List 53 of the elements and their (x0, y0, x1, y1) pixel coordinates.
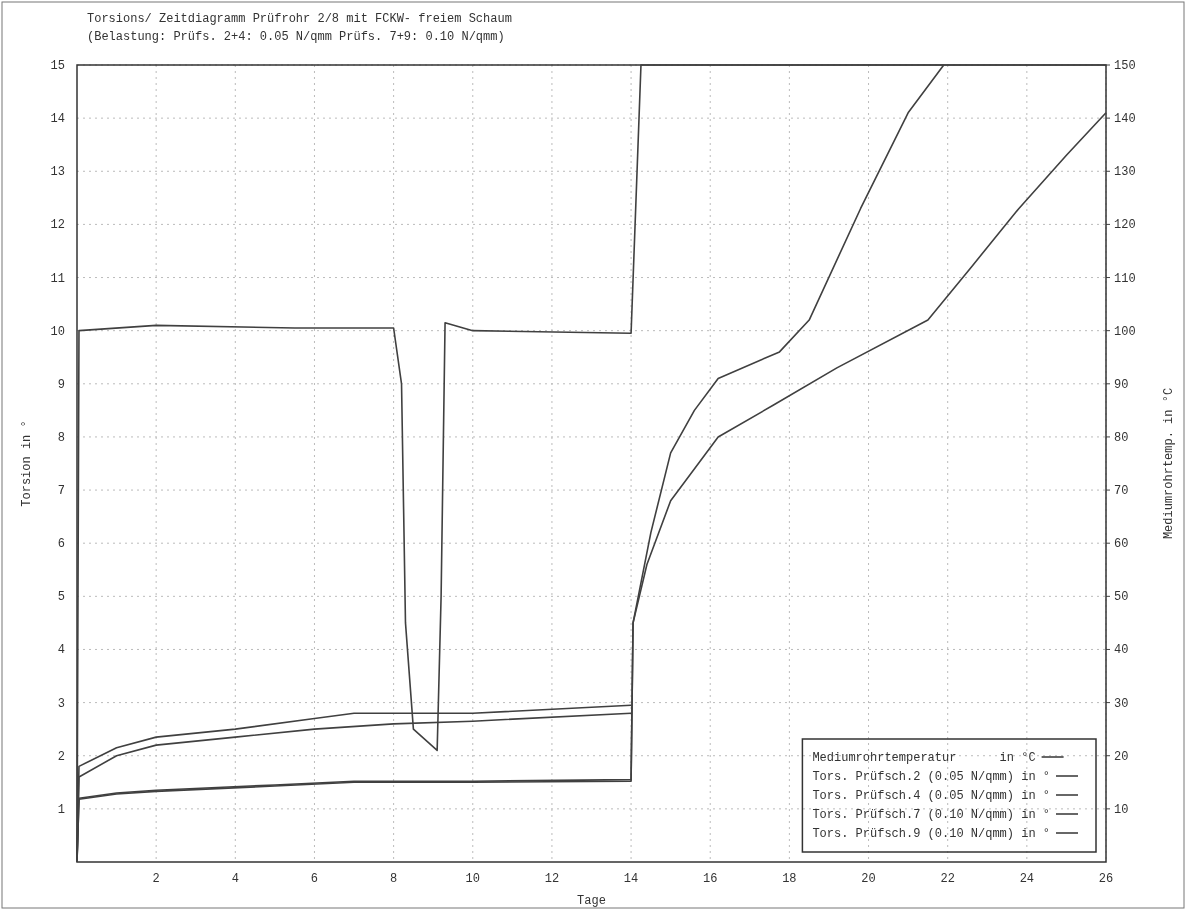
y-tick-label: 3 (57, 696, 65, 711)
y-tick-label: 1 (57, 802, 65, 817)
y2-tick-label: 10 (1114, 802, 1129, 817)
x-tick-label: 14 (623, 872, 639, 886)
y-tick-label: 10 (50, 324, 65, 339)
x-tick-label: 22 (940, 872, 955, 886)
y2-tick-label: 110 (1114, 271, 1136, 286)
x-tick-label: 6 (310, 872, 319, 886)
x-tick-label: 16 (703, 872, 718, 886)
y2-tick-label: 150 (1114, 59, 1136, 73)
x-tick-label: 18 (782, 872, 797, 886)
chart-subtitle: (Belastung: Prüfs. 2+4: 0.05 N/qmm Prüfs. 7+9: 0.10 N/qmm) (87, 30, 505, 44)
x-tick-label: 20 (861, 872, 876, 886)
y-tick-label: 6 (57, 537, 65, 552)
y2-axis-title: Mediumrohrtemp. in °C (1162, 387, 1176, 540)
y2-tick-label: 80 (1114, 430, 1129, 445)
y-tick-label: 4 (57, 643, 65, 658)
legend-label: Tors. Prüfsch.4 (0.05 N/qmm) in ° (812, 789, 1051, 803)
y-tick-label: 2 (57, 749, 65, 764)
y-tick-label: 15 (50, 59, 65, 73)
y-tick-label: 8 (57, 430, 65, 445)
y2-tick-label: 130 (1114, 165, 1136, 180)
y-tick-label: 9 (57, 377, 65, 392)
y-tick-label: 5 (57, 590, 65, 605)
y-tick-label: 12 (50, 218, 65, 233)
y2-tick-label: 90 (1114, 377, 1129, 392)
y2-tick-label: 140 (1114, 112, 1136, 127)
x-tick-label: 26 (1098, 872, 1114, 886)
y-tick-label: 13 (50, 165, 65, 180)
x-axis-title: Tage (577, 894, 606, 908)
y2-tick-label: 100 (1114, 324, 1136, 339)
legend-label: Tors. Prüfsch.2 (0.05 N/qmm) in ° (812, 770, 1051, 784)
y2-tick-label: 50 (1114, 590, 1129, 605)
x-tick-label: 4 (231, 872, 239, 886)
x-tick-label: 2 (152, 872, 160, 886)
chart-title: Torsions/ Zeitdiagramm Prüfrohr 2/8 mit FCKW- freiem Schaum (87, 12, 512, 26)
legend-label: Tors. Prüfsch.9 (0.10 N/qmm) in ° (812, 827, 1051, 841)
y2-tick-label: 40 (1114, 643, 1129, 658)
x-tick-label: 10 (465, 872, 480, 886)
y-axis-title: Torsion in ° (20, 420, 34, 507)
x-tick-label: 8 (390, 872, 398, 886)
legend-label: Mediumrohrtemperatur in °C (812, 751, 1036, 765)
y-tick-label: 14 (50, 112, 65, 127)
legend-label: Tors. Prüfsch.7 (0.10 N/qmm) in ° (812, 808, 1051, 822)
y-tick-label: 11 (50, 271, 65, 286)
y2-tick-label: 30 (1114, 696, 1129, 711)
y2-tick-label: 70 (1114, 484, 1129, 499)
x-tick-label: 12 (544, 872, 560, 886)
y2-tick-label: 60 (1114, 537, 1129, 552)
y-tick-label: 7 (57, 484, 65, 499)
x-tick-label: 24 (1019, 872, 1035, 886)
y2-tick-label: 20 (1114, 749, 1129, 764)
y2-tick-label: 120 (1114, 218, 1136, 233)
